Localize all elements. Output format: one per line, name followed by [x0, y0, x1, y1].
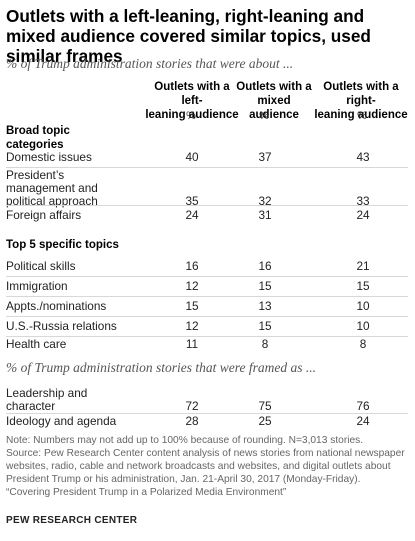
row-label: Domestic issues [6, 150, 92, 164]
percent-unit-right: % [357, 110, 367, 122]
column-header-right: Outlets with a right- leaning audience [314, 81, 408, 121]
publisher-footer: PEW RESEARCH CENTER [6, 515, 138, 526]
row-label: political approach [6, 194, 98, 208]
row-label: Ideology and agenda [6, 414, 117, 428]
value-right: 10 [356, 319, 370, 333]
table-subtitle-topics: % of Trump administration stories that w… [6, 56, 294, 71]
value-mixed: 15 [258, 279, 272, 293]
source-line: Source: Pew Research Center content anal… [6, 448, 405, 459]
value-mixed: 37 [258, 150, 272, 164]
value-right: 24 [356, 414, 370, 428]
value-left: 28 [185, 414, 199, 428]
percent-unit-mixed: % [259, 110, 269, 122]
row-label: Foreign affairs [6, 208, 82, 222]
value-left: 24 [185, 208, 199, 222]
value-mixed: 15 [258, 319, 272, 333]
value-mixed: 16 [258, 259, 272, 273]
value-right: 8 [359, 337, 367, 351]
section-heading-top-topics: Top 5 specific topics [6, 239, 119, 251]
row-divider [6, 336, 408, 337]
value-left: 35 [185, 194, 199, 208]
row-divider [6, 296, 408, 297]
column-header-mixed: Outlets with a mixed audience [236, 81, 312, 121]
value-right: 24 [356, 208, 370, 222]
row-label: Health care [6, 337, 67, 351]
page-title: Outlets with a left-leaning, right-leani… [6, 6, 371, 66]
percent-unit-left: % [186, 110, 196, 122]
row-label: character [6, 399, 56, 413]
row-label: U.S.-Russia relations [6, 319, 117, 333]
value-right: 15 [356, 279, 370, 293]
row-divider [6, 276, 408, 277]
value-left: 12 [185, 319, 199, 333]
row-label: President’s [6, 168, 65, 182]
value-mixed: 13 [258, 299, 272, 313]
row-label: Leadership and [6, 386, 88, 400]
source-notes: Note: Numbers may not add up to 100% bec… [6, 434, 410, 499]
value-left: 40 [185, 150, 199, 164]
column-header-left: Outlets with a left- leaning audience [145, 81, 239, 121]
section-heading-broad-topics: Broad topic categories [6, 125, 70, 151]
report-title-line: “Covering President Trump in a Polarized… [6, 487, 287, 498]
value-mixed: 31 [258, 208, 272, 222]
row-divider [6, 316, 408, 317]
row-divider [6, 205, 408, 206]
value-mixed: 25 [258, 414, 272, 428]
value-right: 43 [356, 150, 370, 164]
value-left: 15 [185, 299, 199, 313]
value-left: 12 [185, 279, 199, 293]
row-label: Immigration [6, 279, 68, 293]
value-left: 11 [185, 337, 199, 351]
row-divider [6, 167, 408, 168]
value-right: 76 [356, 399, 370, 413]
source-line: websites, radio, cable and network broad… [6, 461, 391, 472]
value-mixed: 8 [261, 337, 269, 351]
row-label: management and [6, 181, 98, 195]
row-label: Political skills [6, 259, 76, 273]
row-divider [6, 413, 408, 414]
row-label: Appts./nominations [6, 299, 107, 313]
value-left: 16 [185, 259, 199, 273]
value-right: 33 [356, 194, 370, 208]
value-mixed: 75 [258, 399, 272, 413]
value-mixed: 32 [258, 194, 272, 208]
value-right: 21 [356, 259, 370, 273]
value-left: 72 [185, 399, 199, 413]
value-right: 10 [356, 299, 370, 313]
note-line: Note: Numbers may not add up to 100% bec… [6, 435, 364, 446]
table-subtitle-frames: % of Trump administration stories that w… [6, 360, 317, 375]
source-line: President Trump or his administration, J… [6, 474, 361, 485]
